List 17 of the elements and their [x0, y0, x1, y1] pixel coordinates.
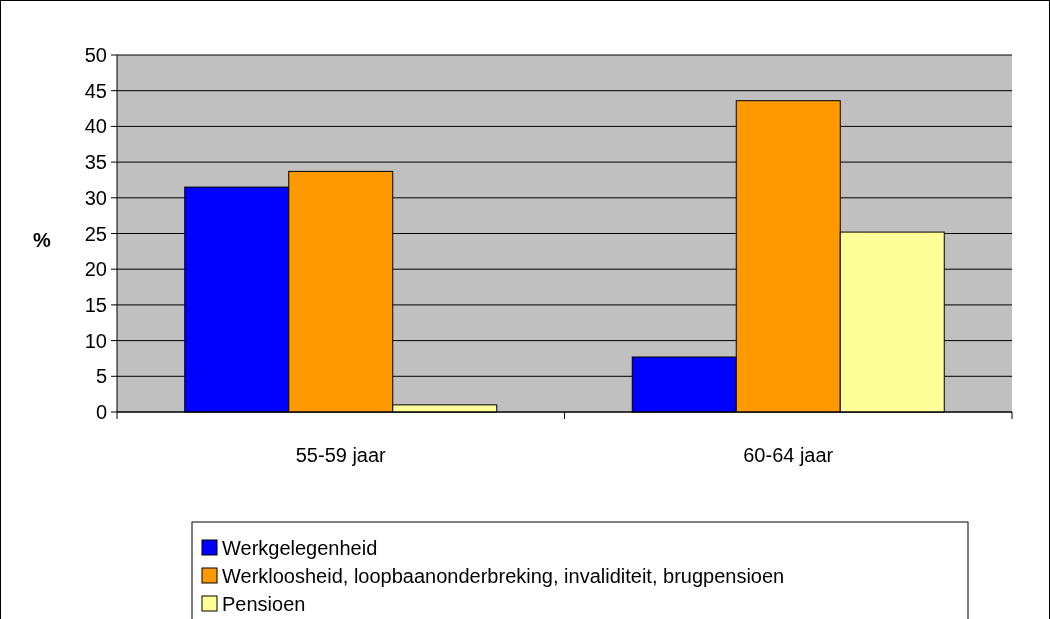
y-tick-label: 0	[95, 401, 107, 423]
x-tick-label: 60-64 jaar	[743, 444, 834, 466]
legend-label: Pensioen	[222, 593, 306, 615]
y-tick-label: 30	[84, 186, 107, 209]
y-tick-label: 20	[84, 258, 107, 281]
y-tick-label: 35	[84, 151, 107, 174]
y-axis-title: %	[33, 229, 52, 251]
legend-label: Werkgelegenheid	[222, 537, 378, 559]
y-tick-label: 40	[84, 115, 107, 138]
y-tick-label: 15	[84, 293, 107, 316]
x-tick-label: 55-59 jaar	[295, 444, 387, 466]
y-tick-label: 25	[84, 222, 107, 245]
y-tick-label: 10	[84, 329, 107, 352]
y-tick-label: 50	[84, 44, 107, 66]
y-tick-label: 5	[95, 365, 107, 388]
legend-label: Werkloosheid, loopbaanonderbreking, invaliditeit, brugpensioen	[222, 565, 785, 587]
y-tick-label: 45	[84, 79, 107, 102]
